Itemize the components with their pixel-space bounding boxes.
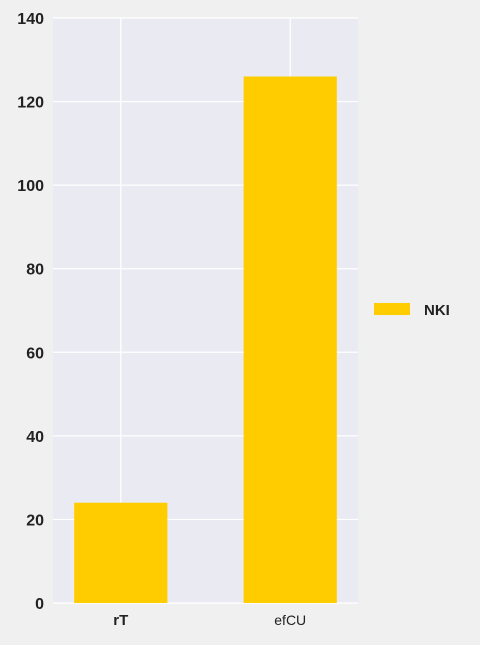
y-axis-ticks: 0 20 40 60 80 100 120 140 [17, 11, 44, 613]
bar-rt [74, 502, 168, 603]
bars [74, 76, 337, 603]
x-axis-ticks: rT efCU [113, 612, 306, 629]
y-tick-label: 100 [17, 178, 44, 195]
y-tick-label: 20 [26, 512, 44, 529]
x-tick-label: efCU [274, 612, 306, 628]
bar-efcu [243, 76, 337, 603]
legend-swatch [374, 303, 410, 315]
y-tick-label: 80 [26, 262, 44, 279]
y-tick-label: 140 [17, 11, 44, 28]
x-tick-label: rT [113, 612, 128, 629]
y-tick-label: 0 [35, 596, 44, 613]
legend-label: NKI [424, 302, 450, 319]
legend: NKI [374, 302, 450, 319]
y-tick-label: 40 [26, 429, 44, 446]
y-tick-label: 60 [26, 345, 44, 362]
y-tick-label: 120 [17, 95, 44, 112]
